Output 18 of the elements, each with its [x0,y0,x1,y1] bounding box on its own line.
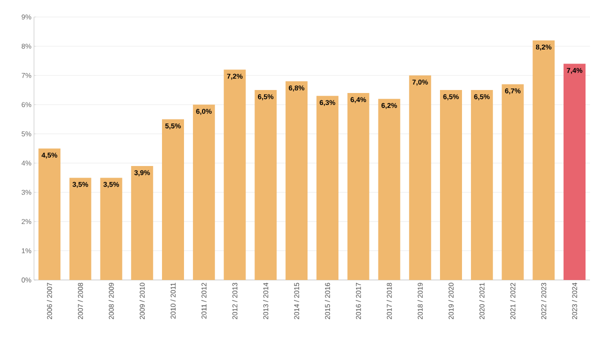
bar [162,119,184,280]
bar [286,81,308,280]
bar [131,166,154,280]
bar [254,90,277,280]
bar [224,70,246,280]
bar [69,178,92,280]
bar [532,40,555,280]
bar [409,75,432,280]
bar [470,90,493,280]
bar [100,178,122,280]
bar [440,90,462,280]
bar [564,64,586,280]
bar [378,98,400,280]
bar [502,84,524,280]
bar [38,148,60,280]
bar [316,96,338,280]
bar [347,92,370,280]
bar [192,104,215,280]
